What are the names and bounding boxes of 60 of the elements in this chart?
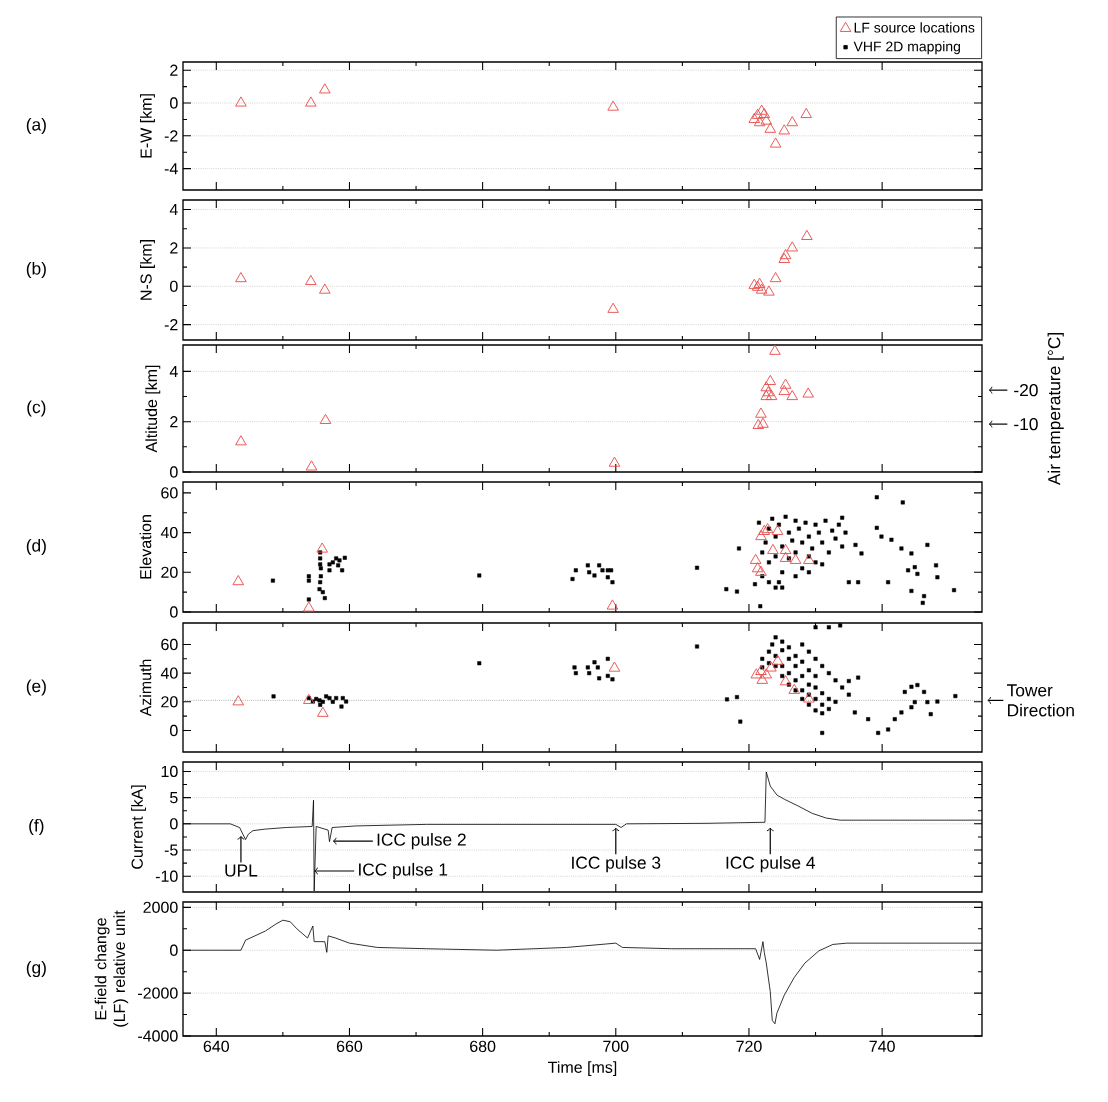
- legend-label: LF source locations: [854, 22, 975, 33]
- y-tick-label: 4: [169, 204, 178, 216]
- y-tick-label: -2: [164, 319, 178, 331]
- y-tick-label: 0: [170, 466, 178, 478]
- y-tick-label: -4000: [138, 1030, 178, 1042]
- y-tick-label: -2000: [138, 987, 178, 999]
- x-tick-label: 740: [869, 1040, 895, 1053]
- x-tick-label: 700: [603, 1040, 629, 1053]
- text: (f): [29, 818, 44, 836]
- y-tick-label: 60: [161, 487, 178, 499]
- y-tick-label: 40: [160, 526, 178, 539]
- y-tick-label: 0: [170, 97, 178, 109]
- y-axis-title: Altitude [km]: [145, 365, 161, 453]
- y-tick-label: 0: [170, 724, 178, 737]
- y-tick-label: -5: [164, 844, 178, 856]
- y-tick-label: 4: [169, 365, 178, 377]
- y2-axis-title: Air temperature [°C]: [1047, 333, 1064, 486]
- text: (c): [27, 400, 46, 417]
- y-tick-label: -4: [164, 163, 178, 175]
- annotation: ICC pulse 4: [726, 856, 816, 873]
- annotation: ICC pulse 3: [572, 856, 661, 873]
- text: (b): [26, 261, 46, 279]
- y-axis-title: E-W [km]: [140, 94, 155, 158]
- y-tick-label: 20: [161, 696, 178, 708]
- y-tick-label: 2000: [143, 901, 178, 913]
- y-tick-label: -10: [155, 870, 178, 882]
- y-axis-title: Current [kA]: [131, 785, 147, 869]
- y2-tick-label: -10: [1014, 417, 1038, 431]
- text: (e): [26, 679, 46, 696]
- y-axis-title: Elevation: [139, 515, 152, 579]
- x-tick-label: 680: [470, 1040, 496, 1053]
- annotation: ICC pulse 1: [359, 862, 448, 880]
- y-tick-label: -2: [164, 130, 178, 142]
- annotation: ICC pulse 2: [377, 833, 466, 850]
- y-tick-label: 2: [170, 242, 178, 254]
- y-tick-label: 0: [170, 606, 178, 618]
- annotation: UPL: [225, 864, 258, 877]
- x-tick-label: 640: [203, 1040, 230, 1053]
- text: (g): [26, 960, 46, 978]
- x-tick-label: 720: [736, 1040, 762, 1053]
- y2-tick-label: -20: [1014, 384, 1038, 397]
- y-tick-label: 10: [161, 765, 178, 778]
- ref-line-label: Tower Direction: [1007, 684, 1074, 717]
- y-tick-label: 5: [170, 792, 178, 804]
- y-tick-label: 40: [160, 667, 178, 679]
- text: (d): [26, 538, 46, 556]
- x-axis-title: Time [ms]: [548, 1061, 617, 1077]
- text: (a): [26, 117, 46, 135]
- y-axis-title: Azimuth: [139, 659, 152, 717]
- legend-label: VHF 2D mapping: [853, 41, 960, 55]
- y-tick-label: 20: [161, 566, 178, 578]
- y-tick-label: 2: [170, 416, 178, 428]
- y-axis-title: N-S [km]: [140, 240, 155, 300]
- y-tick-label: 0: [170, 944, 178, 956]
- x-tick-label: 660: [336, 1040, 363, 1053]
- y-tick-label: 60: [161, 638, 178, 651]
- y-tick-label: 0: [170, 280, 178, 292]
- y-tick-label: 2: [170, 64, 178, 76]
- y-axis-title: E-field change (LF) relative unit: [94, 910, 129, 1027]
- y-tick-label: 0: [170, 818, 178, 830]
